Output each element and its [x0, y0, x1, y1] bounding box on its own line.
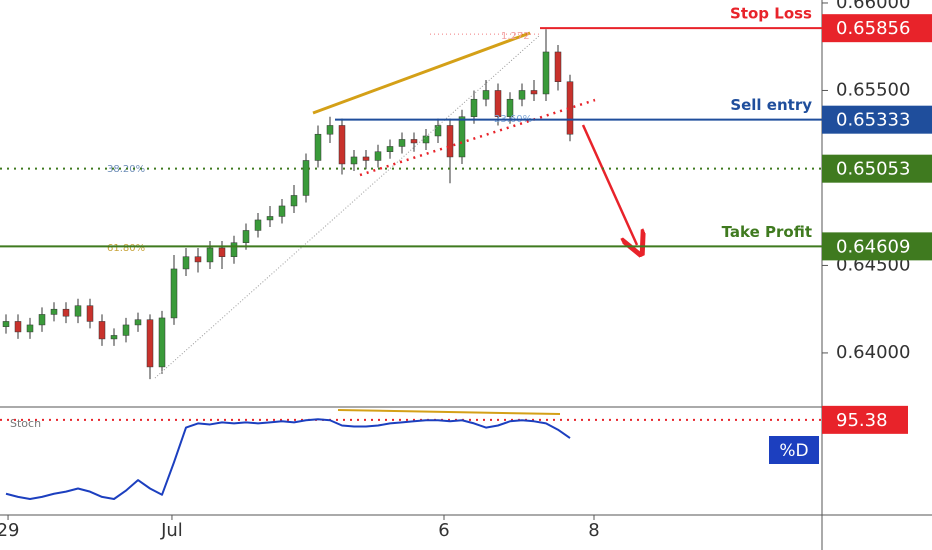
candle-body	[134, 319, 142, 326]
candle-body	[482, 90, 490, 100]
candle-body	[182, 256, 190, 270]
stoch-label: Stoch	[10, 417, 41, 430]
candle-body	[26, 324, 34, 333]
candle-body	[290, 195, 298, 207]
candle-body	[422, 135, 430, 144]
candle-body	[158, 317, 166, 368]
candle-body	[194, 256, 202, 263]
level-name: Stop Loss	[730, 5, 812, 23]
price-badge-label: 0.65333	[836, 110, 910, 131]
candle-body	[542, 51, 550, 95]
candle-body	[266, 216, 274, 221]
candle-body	[230, 242, 238, 257]
price-badge	[822, 105, 932, 134]
candle-body	[206, 247, 214, 263]
price-badge-label: 0.65053	[836, 159, 910, 180]
candle-body	[374, 151, 382, 161]
candle-body	[350, 156, 358, 165]
candle-body	[14, 321, 22, 333]
candle-body	[434, 125, 442, 137]
candle-body	[398, 139, 406, 147]
candle-body	[554, 51, 562, 82]
price-badge	[822, 154, 932, 183]
stoch-line	[5, 418, 571, 500]
candle-body	[278, 205, 286, 217]
candle-body	[50, 308, 58, 315]
candle-body	[38, 314, 46, 326]
price-pane	[2, 29, 574, 380]
candle-body	[530, 90, 538, 95]
candle-body	[146, 319, 154, 368]
y-tick-label: 0.64000	[836, 342, 910, 363]
candle-body	[386, 146, 394, 152]
price-badge	[822, 232, 932, 261]
x-tick-label: 8	[588, 520, 599, 541]
candle-body	[326, 125, 334, 135]
candle-body	[470, 98, 478, 117]
candle-body	[254, 219, 262, 231]
legend-badge	[769, 436, 819, 464]
candle-body	[122, 324, 130, 336]
x-tick-label: Jul	[160, 520, 183, 541]
stoch-trend-line	[337, 409, 561, 415]
candle-body	[410, 139, 418, 144]
candle-body	[62, 308, 70, 317]
stoch-pane	[0, 418, 822, 500]
candle-body	[494, 90, 502, 117]
candle-body	[362, 156, 370, 161]
x-tick-label: 29	[0, 520, 19, 541]
candle-body	[446, 125, 454, 158]
price-badge	[822, 14, 932, 43]
fib-line	[154, 34, 541, 379]
price-badge-label: 0.65856	[836, 18, 910, 39]
candle-body	[242, 230, 250, 243]
candle-body	[170, 268, 178, 319]
candle-body	[338, 125, 346, 165]
candle-body	[314, 133, 322, 161]
stoch-badge-label: 95.38	[836, 410, 888, 431]
level-name: Take Profit	[722, 223, 812, 241]
trend-line	[312, 31, 531, 115]
candle-body	[2, 321, 10, 327]
candle-body	[86, 305, 94, 322]
x-tick-label: 6	[438, 520, 449, 541]
legend-label: %D	[779, 441, 808, 461]
candle-body	[518, 90, 526, 100]
y-tick-label: 0.66000	[836, 0, 910, 13]
candle-body	[218, 247, 226, 257]
fib-label: 61.80%	[107, 243, 145, 254]
candle-body	[458, 116, 466, 158]
level-name: Sell entry	[730, 96, 812, 114]
candle-body	[506, 98, 514, 117]
price-badge-label: 0.64609	[836, 236, 910, 257]
candle-body	[110, 335, 118, 340]
arrow	[581, 124, 637, 245]
candle-body	[302, 160, 310, 196]
fib-label: 1.272	[501, 31, 530, 42]
stoch-badge	[822, 405, 908, 434]
candle-body	[98, 321, 106, 340]
candle-body	[74, 305, 82, 317]
drawings	[154, 31, 637, 415]
y-tick-label: 0.65500	[836, 79, 910, 100]
